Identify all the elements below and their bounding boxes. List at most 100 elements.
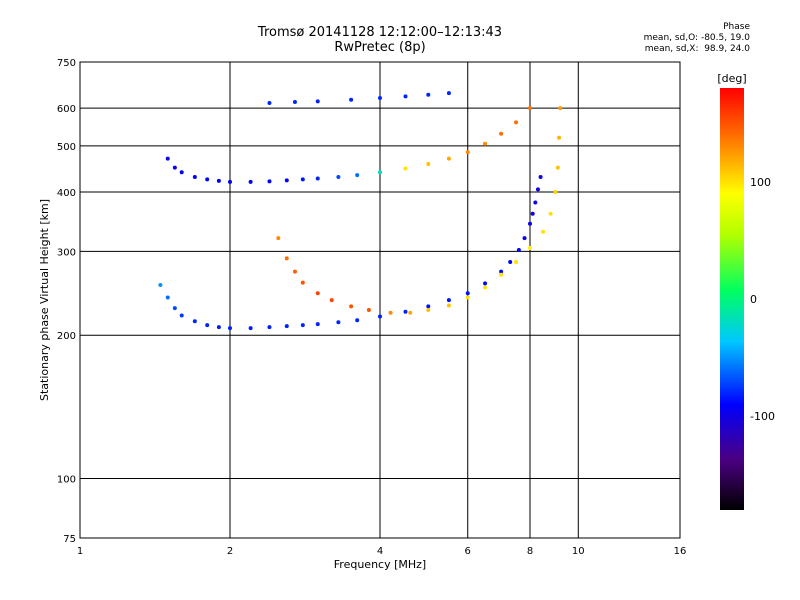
data-point [300, 177, 305, 182]
data-point [403, 94, 408, 99]
data-point [446, 303, 451, 308]
data-point [483, 141, 488, 146]
grid-lines [80, 62, 680, 538]
data-point [267, 101, 272, 106]
data-point [276, 236, 281, 241]
colorbar [720, 88, 744, 510]
data-point [192, 319, 197, 324]
data-point [530, 211, 535, 216]
data-point [514, 260, 519, 265]
data-point [403, 166, 408, 171]
data-point [284, 256, 289, 261]
data-point [248, 326, 253, 331]
data-point [465, 295, 470, 300]
colorbar-ticks: 100 0 -100 [750, 176, 775, 423]
data-point [408, 310, 413, 315]
data-point [315, 99, 320, 104]
x-tick-label: 16 [674, 546, 687, 557]
data-point [336, 320, 341, 325]
y-tick-label: 75 [63, 534, 76, 545]
data-point [403, 309, 408, 314]
data-point [228, 326, 232, 331]
data-point [516, 248, 521, 253]
data-point [548, 211, 553, 216]
data-point [355, 318, 360, 323]
data-point [378, 96, 382, 101]
data-point [158, 283, 163, 288]
x-tick-label: 8 [527, 546, 533, 557]
y-tick-label: 100 [57, 475, 76, 486]
colorbar-tick-label: 100 [750, 176, 771, 189]
data-point [446, 156, 451, 161]
data-point [315, 322, 320, 327]
data-point [499, 272, 504, 277]
data-point [165, 156, 170, 161]
data-point [533, 200, 538, 205]
data-point [528, 106, 532, 111]
data-point [446, 91, 451, 96]
data-point [267, 179, 272, 184]
data-point [284, 324, 289, 329]
data-point [465, 291, 470, 296]
data-point [205, 323, 210, 328]
x-tick-label: 1 [77, 546, 83, 557]
data-point [378, 170, 382, 175]
data-point [172, 165, 177, 170]
data-point [528, 221, 532, 226]
x-tick-label: 4 [377, 546, 383, 557]
data-point [426, 307, 431, 312]
data-point [426, 304, 431, 309]
data-point [465, 150, 470, 155]
data-point [557, 135, 562, 140]
data-points [158, 91, 563, 331]
data-point [315, 176, 320, 181]
y-tick-label: 200 [57, 331, 76, 342]
x-tick-label: 6 [465, 546, 471, 557]
stats-line-x: mean, sd,X: 98.9, 24.0 [644, 44, 750, 54]
data-point [538, 174, 543, 179]
y-tick-labels: 75 100 200 300 400 500 600 750 [57, 58, 76, 545]
data-point [535, 187, 540, 192]
x-tick-label: 10 [572, 546, 585, 557]
data-point [522, 236, 527, 241]
data-point [426, 161, 431, 166]
data-point [292, 100, 297, 105]
data-point [541, 229, 546, 234]
data-point [267, 325, 272, 330]
data-point [483, 285, 488, 290]
data-point [292, 269, 297, 274]
data-point [216, 325, 221, 330]
data-point [205, 177, 210, 182]
data-point [499, 269, 504, 274]
data-point [558, 106, 563, 111]
data-point [300, 323, 305, 328]
data-point [179, 170, 184, 175]
y-tick-label: 600 [57, 104, 76, 115]
data-point [192, 174, 197, 179]
data-point [228, 179, 232, 184]
data-point [514, 120, 519, 125]
data-point [426, 92, 431, 97]
data-point [179, 313, 184, 318]
y-tick-label: 400 [57, 188, 76, 199]
data-point [336, 174, 341, 179]
y-axis-label: Stationary phase Virtual Height [km] [38, 199, 51, 401]
data-point [499, 131, 504, 136]
colorbar-label: [deg] [717, 72, 746, 85]
data-point [355, 173, 360, 178]
colorbar-tick-label: 0 [750, 293, 757, 306]
data-point [315, 291, 320, 296]
plot-frame [79, 61, 681, 539]
data-point [165, 295, 170, 300]
data-point [300, 280, 305, 285]
x-tick-label: 2 [227, 546, 233, 557]
chart-subtitle: RwPretec (8p) [334, 40, 426, 55]
data-point [508, 260, 513, 265]
data-point [388, 310, 393, 315]
y-tick-label: 500 [57, 142, 76, 153]
data-point [553, 189, 558, 194]
data-point [248, 179, 253, 184]
stats-line-o: mean, sd,O: -80.5, 19.0 [643, 33, 750, 43]
